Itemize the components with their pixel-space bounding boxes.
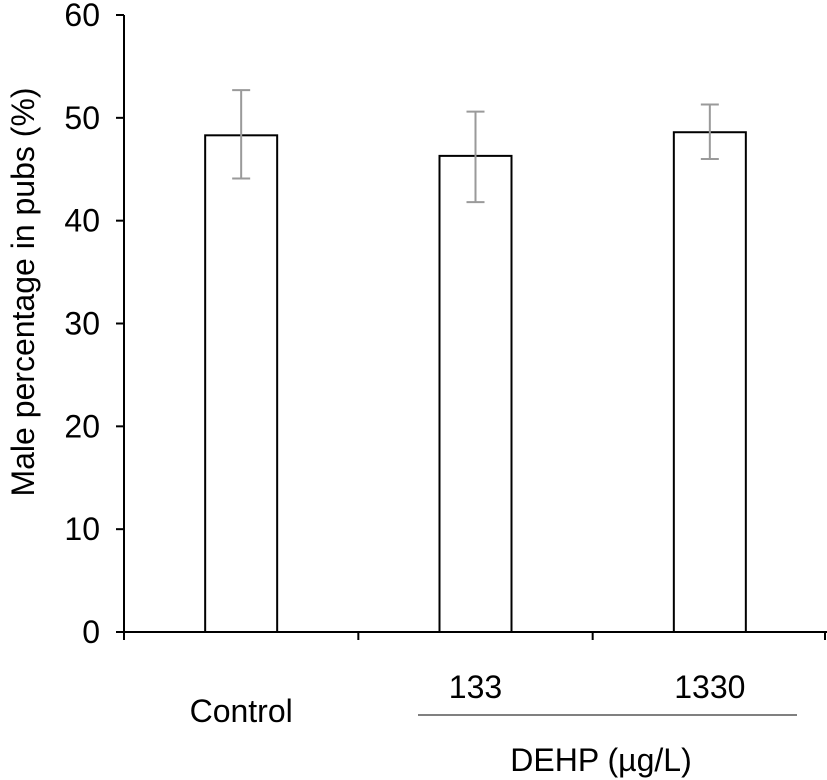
error-bar [466, 110, 485, 204]
y-tick-label: 60 [64, 0, 100, 33]
bar-Control [204, 134, 279, 633]
y-tick-label: 0 [82, 614, 100, 650]
error-bar [700, 103, 719, 160]
y-tick-label: 20 [64, 408, 100, 444]
x-category-label: 1330 [674, 669, 745, 705]
bars [204, 131, 747, 634]
error-bar [232, 89, 251, 180]
x-category-label: Control [190, 693, 293, 729]
x-category-label: 133 [449, 669, 502, 705]
bar-1330 [672, 131, 747, 633]
y-ticks: 0 10 20 30 40 50 60 [64, 0, 124, 650]
x-labels: Control 133 1330 [190, 669, 746, 729]
y-tick-label: 10 [64, 511, 100, 547]
bar-133 [438, 154, 513, 634]
group-label: DEHP (µg/L) [510, 742, 691, 778]
y-tick-label: 50 [64, 100, 100, 136]
x-ticks [123, 632, 826, 640]
y-tick-label: 40 [64, 203, 100, 239]
error-bars [232, 89, 719, 204]
y-tick-label: 30 [64, 306, 100, 342]
y-axis-label: Male percentage in pubs (%) [5, 87, 41, 496]
